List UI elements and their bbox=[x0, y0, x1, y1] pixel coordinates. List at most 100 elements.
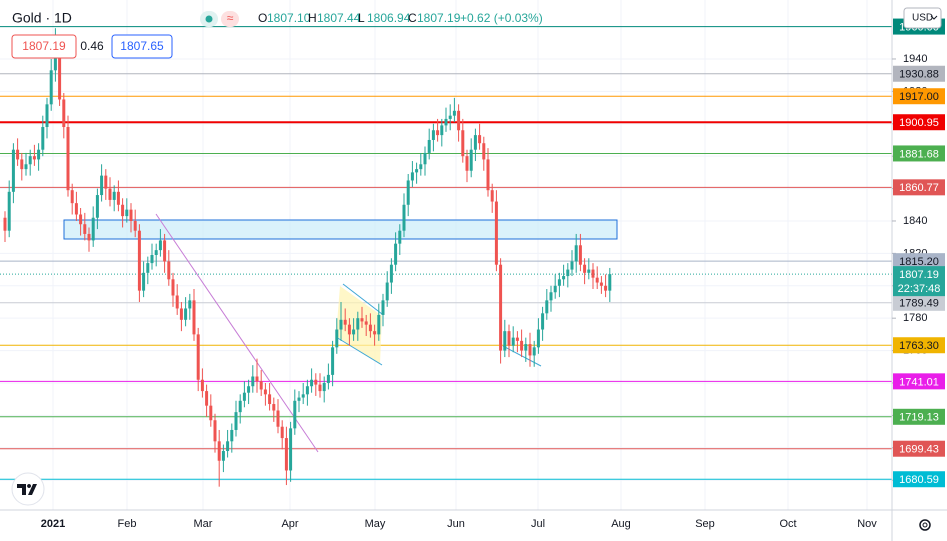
candle-body bbox=[599, 282, 603, 286]
candle-body bbox=[381, 300, 385, 315]
candle-body bbox=[360, 318, 364, 322]
status-icon[interactable] bbox=[221, 11, 239, 27]
candle-body bbox=[394, 243, 398, 265]
level-label: 1881.68 bbox=[899, 148, 939, 160]
level-label-bg bbox=[893, 440, 945, 457]
candle-body bbox=[276, 410, 280, 427]
level-label: 1860.77 bbox=[899, 182, 939, 194]
candle-body bbox=[314, 379, 318, 385]
candle-body bbox=[137, 230, 141, 291]
currency: USD bbox=[912, 13, 933, 24]
candle-body bbox=[133, 220, 137, 231]
candle-body bbox=[289, 428, 293, 471]
candle-body bbox=[440, 125, 444, 136]
candle-body bbox=[578, 245, 582, 265]
candle-body bbox=[587, 269, 591, 273]
x-tick-label: Sep bbox=[695, 518, 715, 530]
ohlc-value: 1806.94 bbox=[367, 11, 411, 25]
level-label-bg bbox=[893, 145, 945, 162]
ohlc-value: 1807.19 bbox=[417, 11, 461, 25]
candle-body bbox=[230, 429, 234, 442]
candle-body bbox=[406, 180, 410, 205]
candle-body bbox=[503, 331, 507, 351]
candle-body bbox=[297, 397, 301, 401]
candle-body bbox=[116, 191, 120, 205]
candle-body bbox=[326, 374, 330, 383]
candle-body bbox=[339, 319, 343, 330]
flag-line bbox=[342, 283, 383, 315]
candle-body bbox=[87, 233, 91, 241]
candle-body bbox=[389, 264, 393, 283]
ohlc-change: +0.62 (+0.03%) bbox=[460, 11, 543, 25]
level-label-bg bbox=[893, 294, 945, 311]
candle-body bbox=[263, 389, 267, 395]
settings-icon[interactable] bbox=[919, 519, 931, 531]
candle-body bbox=[549, 292, 553, 301]
candle-body bbox=[452, 110, 456, 116]
candle-body bbox=[83, 224, 87, 234]
candle-body bbox=[268, 394, 272, 405]
candle-body bbox=[301, 394, 305, 398]
candle-body bbox=[247, 386, 251, 393]
candle-body bbox=[32, 156, 36, 160]
candle-body bbox=[255, 376, 259, 382]
currency-button[interactable] bbox=[903, 7, 942, 29]
candle-body bbox=[20, 159, 24, 170]
ohlc: O 1807.10H 1807.44L 1806.94C 1807.19 +0.62 (+… bbox=[258, 11, 543, 25]
flag-line bbox=[335, 336, 383, 366]
candle-body bbox=[142, 272, 146, 291]
spread: 0.46 bbox=[80, 39, 104, 53]
level-label: 1699.43 bbox=[899, 444, 939, 456]
candle-body bbox=[49, 70, 53, 105]
candle-body bbox=[226, 441, 230, 452]
candle-body bbox=[192, 300, 196, 335]
candle-body bbox=[444, 118, 448, 126]
candle-body bbox=[158, 240, 162, 251]
bid: 1807.19 bbox=[22, 39, 66, 53]
candle-body bbox=[100, 175, 104, 196]
candle-body bbox=[604, 285, 608, 291]
level-label-bg bbox=[893, 373, 945, 390]
candle-body bbox=[557, 279, 561, 286]
candle-body bbox=[129, 209, 133, 221]
candle-body bbox=[74, 203, 78, 215]
candle-body bbox=[70, 190, 74, 204]
level-label-bg bbox=[893, 253, 945, 270]
candle-body bbox=[150, 255, 154, 264]
candle-body bbox=[234, 412, 238, 430]
candle-body bbox=[91, 217, 95, 241]
candle-body bbox=[423, 152, 427, 165]
candle-body bbox=[473, 135, 477, 150]
x-tick-label: 2021 bbox=[41, 518, 65, 530]
x-tick-label: Jun bbox=[447, 518, 465, 530]
candle-body bbox=[494, 201, 498, 265]
level-label: 1917.00 bbox=[899, 91, 939, 103]
candle-body bbox=[347, 324, 351, 335]
y-tick-label: 1780 bbox=[903, 312, 927, 324]
candle-body bbox=[331, 347, 335, 375]
candle-body bbox=[188, 300, 192, 309]
candle-body bbox=[293, 400, 297, 429]
x-tick-label: Apr bbox=[281, 518, 298, 530]
level-label-bg bbox=[893, 88, 945, 105]
candle-body bbox=[335, 329, 339, 348]
level-label: 1789.49 bbox=[899, 298, 939, 310]
candle-body bbox=[108, 188, 112, 200]
candle-body bbox=[11, 149, 15, 192]
level-label: 1680.59 bbox=[899, 474, 939, 486]
sell-box[interactable] bbox=[11, 34, 77, 59]
candle-body bbox=[318, 384, 322, 392]
x-tick-label: Mar bbox=[194, 518, 213, 530]
time-axis bbox=[0, 510, 947, 541]
buy-box[interactable] bbox=[111, 34, 173, 59]
level-label-bg bbox=[893, 114, 945, 131]
candle-body bbox=[486, 159, 490, 191]
candle-body bbox=[259, 381, 263, 390]
ask: 1807.65 bbox=[120, 39, 164, 53]
level-label: 1815.20 bbox=[899, 256, 939, 268]
candle-body bbox=[478, 135, 482, 144]
zone-box bbox=[63, 219, 618, 240]
candle-body bbox=[167, 261, 171, 280]
candle-body bbox=[377, 314, 381, 335]
level-label: 1930.88 bbox=[899, 69, 939, 81]
